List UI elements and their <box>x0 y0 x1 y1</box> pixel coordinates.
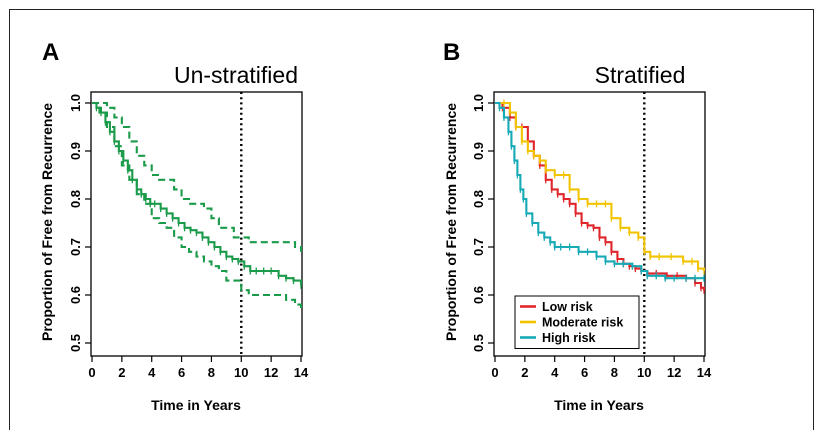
panel-a-xtick-label: 12 <box>264 365 278 380</box>
panel-b-xtick-label: 2 <box>521 365 528 380</box>
panel-a-title: Un-stratified <box>174 62 298 88</box>
panel-b-letter: B <box>443 39 460 66</box>
panel-b-ytick-label: 1.0 <box>471 94 486 112</box>
legend-label: Moderate risk <box>542 316 623 330</box>
panel-b-series-low-risk <box>495 101 706 291</box>
panel-b-series-moderate-risk <box>495 101 706 271</box>
panel-a-xtick-label: 14 <box>294 365 309 380</box>
panel-b-xtick-label: 10 <box>637 365 651 380</box>
panel-a-letter: A <box>42 39 59 66</box>
panel-a-series-survival-estimate <box>92 101 303 286</box>
panel-a-xtick-label: 8 <box>208 365 215 380</box>
panel-a-series-confidence-bound-1 <box>92 101 303 252</box>
panel-b-ytick-label: 0.9 <box>471 142 486 160</box>
panel-b-plot-area <box>493 91 706 357</box>
panel-a-xtick-label: 10 <box>234 365 248 380</box>
panel-a-xtick-label: 0 <box>88 365 95 380</box>
panel-a: A Un-stratified Time in Years Proportion… <box>39 39 309 413</box>
panel-b-xlabel: Time in Years <box>554 397 644 413</box>
panel-a-ytick-label: 0.8 <box>68 190 83 208</box>
legend-label: Low risk <box>542 300 593 314</box>
panel-a-xtick-label: 2 <box>118 365 125 380</box>
legend-label: High risk <box>542 331 596 345</box>
panel-b-ylabel: Proportion of Free from Recurrence <box>443 103 459 341</box>
panel-b-series-high-risk <box>495 101 704 280</box>
figure-frame <box>9 9 814 430</box>
panel-b-ytick-label: 0.7 <box>471 238 486 256</box>
panel-a-ytick-label: 1.0 <box>68 94 83 112</box>
panel-b-ytick-label: 0.5 <box>471 334 486 352</box>
panel-b-xtick-label: 12 <box>667 365 681 380</box>
panel-a-plot-area <box>90 91 303 357</box>
panel-b-ytick-label: 0.8 <box>471 190 486 208</box>
panel-b-title: Stratified <box>595 62 686 88</box>
panel-b-xtick-label: 14 <box>697 365 712 380</box>
panel-a-ytick-label: 0.7 <box>68 238 83 256</box>
panel-a-xtick-label: 4 <box>148 365 156 380</box>
panel-b-ytick-label: 0.6 <box>471 286 486 304</box>
panel-a-ytick-label: 0.6 <box>68 286 83 304</box>
panel-b-xtick-label: 8 <box>611 365 618 380</box>
panel-b: B Stratified Time in Years Proportion of… <box>443 39 712 413</box>
panel-b-xtick-label: 0 <box>491 365 498 380</box>
panel-b-xtick-label: 4 <box>551 365 559 380</box>
panel-a-ytick-label: 0.5 <box>68 334 83 352</box>
panel-a-ytick-label: 0.9 <box>68 142 83 160</box>
panel-b-xtick-label: 6 <box>581 365 588 380</box>
panel-a-ylabel: Proportion of Free from Recurrence <box>39 103 55 341</box>
panel-a-xlabel: Time in Years <box>151 397 241 413</box>
panel-a-xtick-label: 6 <box>178 365 185 380</box>
panel-a-series-confidence-bound-2 <box>92 101 303 310</box>
